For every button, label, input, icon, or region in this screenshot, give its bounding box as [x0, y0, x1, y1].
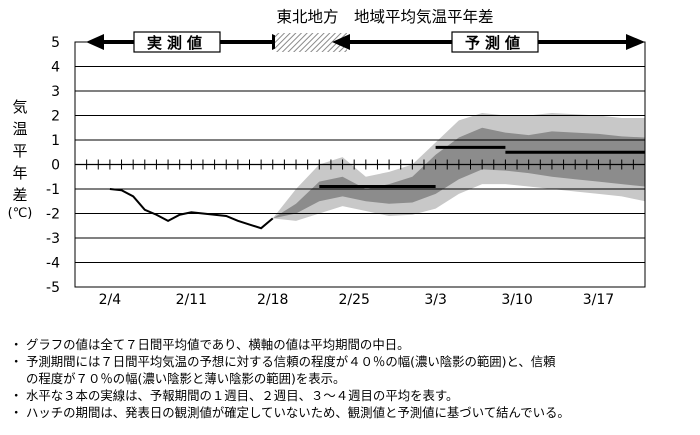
y-tick-label: 0: [51, 158, 60, 174]
note-item: ・水平な３本の実線は、予報期間の１週目、２週目、３～４週目の平均を表す。: [8, 387, 698, 404]
y-axis-label-char: 温: [12, 120, 27, 138]
y-tick-label: 2: [51, 109, 60, 125]
plot-area: 5 4 3 2 1 0 -1 -2 -3 -4 -5 2/4 2/11 2/18 2/25 3/3 3/10 3/…: [46, 31, 646, 308]
y-axis-label-char: 平: [12, 142, 27, 160]
y-axis-label-char: 年: [12, 164, 27, 182]
observed-label-box: [133, 31, 221, 53]
note-bullet: ・: [10, 388, 23, 403]
note-bullet: ・: [10, 354, 23, 369]
y-tick-label: 5: [51, 35, 60, 51]
x-tick-label: 2/18: [257, 292, 288, 308]
y-tick-label: 3: [51, 84, 60, 100]
y-tick-label: 1: [51, 133, 60, 149]
y-axis-label-char: 気: [12, 98, 27, 116]
note-bullet: ・: [10, 405, 23, 420]
confidence-band-40: [272, 127, 645, 219]
y-tick-label: -3: [46, 231, 60, 247]
x-tick-label: 2/4: [99, 292, 122, 308]
y-tick-label: -1: [46, 182, 60, 198]
note-bullet: ・: [10, 337, 23, 352]
y-axis-label: 気温平年差: [12, 98, 27, 204]
note-text: ハッチの期間は、発表日の観測値が確定していないため、観測値と予測値に基づいて結ん…: [26, 405, 570, 420]
x-tick-label: 3/17: [583, 292, 614, 308]
observed-line: [109, 188, 274, 230]
forecast-label: 予測値: [465, 34, 525, 52]
x-tick-label: 2/25: [338, 292, 369, 308]
y-tick-label: -2: [46, 207, 60, 223]
hatch-period-box: [275, 33, 347, 52]
note-text: グラフの値は全て７日間平均値であり、横軸の値は平均期間の中日。: [26, 337, 410, 352]
arrow-head-right: [626, 34, 645, 50]
x-tick-label: 3/3: [424, 292, 447, 308]
note-text: の程度が７０％の幅(濃い陰影と薄い陰影の範囲)を表示。: [26, 371, 346, 386]
y-tick-label: -4: [46, 256, 60, 272]
y-tick-label: 4: [51, 60, 60, 76]
note-item-continuation: の程度が７０％の幅(濃い陰影と薄い陰影の範囲)を表示。: [8, 370, 698, 387]
note-text: 予測期間には７日間平均気温の予想に対する信頼の程度が４０％の幅(濃い陰影の範囲)…: [26, 354, 556, 369]
forecast-label-box: [451, 31, 539, 53]
x-tick-label: 3/10: [501, 292, 532, 308]
note-text: 水平な３本の実線は、予報期間の１週目、２週目、３～４週目の平均を表す。: [26, 388, 459, 403]
chart-title: 東北地方 地域平均気温平年差: [276, 8, 493, 26]
y-tick-label: -5: [46, 280, 60, 296]
note-item: ・グラフの値は全て７日間平均値であり、横軸の値は平均期間の中日。: [8, 336, 698, 353]
note-item: ・予測期間には７日間平均気温の予想に対する信頼の程度が４０％の幅(濃い陰影の範囲…: [8, 353, 698, 370]
notes: ・グラフの値は全て７日間平均値であり、横軸の値は平均期間の中日。 ・予測期間には…: [8, 336, 698, 421]
arrow-head-left: [332, 34, 350, 50]
y-axis-unit: (℃): [8, 206, 33, 221]
y-axis-label-char: 差: [12, 186, 27, 204]
observed-label: 実測値: [147, 34, 207, 52]
x-tick-label: 2/11: [176, 292, 207, 308]
note-item: ・ハッチの期間は、発表日の観測値が確定していないため、観測値と予測値に基づいて結…: [8, 404, 698, 421]
temperature-anomaly-chart: 東北地方 地域平均気温平年差 気温平年差 (℃) 5 4 3 2 1 0 -1 -2 -3 -4 -…: [8, 8, 646, 308]
arrow-head-left: [86, 34, 104, 50]
